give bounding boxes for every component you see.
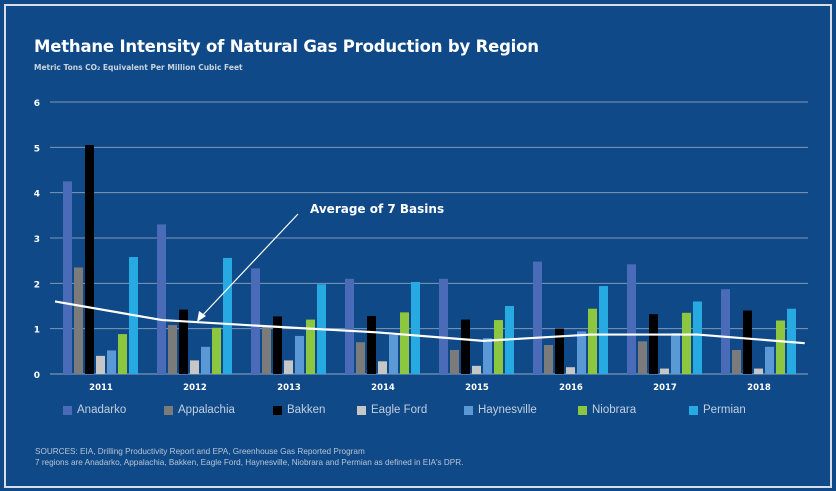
x-tick-label: 2017	[653, 383, 677, 393]
bar-permian	[223, 257, 232, 374]
y-tick-label: 3	[34, 235, 40, 245]
bar-anadarko	[721, 289, 730, 374]
bar-permian	[599, 286, 608, 374]
bar-eagle-ford	[754, 368, 763, 374]
bar-permian	[411, 281, 420, 374]
bar-haynesville	[107, 350, 116, 374]
y-tick-label: 2	[34, 280, 40, 290]
bar-haynesville	[295, 335, 304, 374]
legend-item: Appalachia	[164, 404, 235, 416]
legend-item: Permian	[689, 404, 746, 416]
bar-bakken	[179, 309, 188, 374]
bar-anadarko	[439, 278, 448, 374]
bar-niobrara	[400, 312, 409, 374]
bar-haynesville	[389, 335, 398, 374]
bar-eagle-ford	[660, 368, 669, 374]
chart-frame	[4, 4, 832, 488]
legend-item: Haynesville	[464, 404, 537, 416]
bar-bakken	[273, 316, 282, 374]
bar-appalachia	[74, 267, 83, 374]
arrow-head-icon	[197, 311, 206, 322]
bar-bakken	[555, 328, 564, 374]
bar-bakken	[649, 314, 658, 374]
bar-appalachia	[544, 344, 553, 374]
x-tick-label: 2016	[559, 383, 583, 393]
legend-label: Eagle Ford	[371, 404, 428, 416]
x-tick-label: 2013	[277, 383, 301, 393]
bar-anadarko	[157, 224, 166, 374]
bar-anadarko	[251, 268, 260, 374]
legend-item: Anadarko	[63, 404, 126, 416]
bar-eagle-ford	[284, 360, 293, 374]
bar-appalachia	[168, 325, 177, 374]
legend-swatch	[464, 405, 473, 415]
x-tick-label: 2015	[465, 383, 489, 393]
bar-niobrara	[776, 320, 785, 374]
x-tick-label: 2018	[747, 383, 771, 393]
legend-label: Appalachia	[178, 404, 235, 416]
legend-label: Haynesville	[478, 404, 537, 416]
bar-niobrara	[306, 319, 315, 374]
chart-title: Methane Intensity of Natural Gas Product…	[34, 37, 539, 56]
footnotes: SOURCES: EIA, Drilling Productivity Repo…	[35, 446, 463, 468]
legend-swatch	[164, 405, 173, 415]
legend-item: Niobrara	[578, 404, 636, 416]
bar-appalachia	[732, 349, 741, 374]
bar-appalachia	[262, 326, 271, 374]
y-tick-label: 4	[34, 190, 40, 200]
y-tick-label: 0	[34, 371, 40, 381]
bar-eagle-ford	[190, 360, 199, 374]
bar-appalachia	[638, 341, 647, 374]
bar-haynesville	[765, 346, 774, 374]
bar-appalachia	[450, 349, 459, 374]
bar-bakken	[461, 319, 470, 374]
legend-label: Bakken	[287, 404, 326, 416]
bar-permian	[693, 301, 702, 374]
average-line-label: Average of 7 Basins	[310, 202, 444, 216]
bar-anadarko	[63, 181, 72, 374]
legend-item: Eagle Ford	[357, 404, 427, 416]
y-tick-label: 6	[34, 99, 40, 109]
sources-note: SOURCES: EIA, Drilling Productivity Repo…	[35, 447, 365, 456]
bar-haynesville	[201, 346, 210, 374]
legend-swatch	[357, 405, 366, 415]
bar-bakken	[367, 315, 376, 374]
chart-subtitle: Metric Tons CO₂ Equivalent Per Million C…	[34, 63, 243, 72]
bar-anadarko	[627, 264, 636, 374]
bar-bakken	[85, 145, 94, 374]
x-tick-label: 2014	[371, 383, 395, 393]
legend-swatch	[273, 405, 282, 415]
bar-eagle-ford	[378, 361, 387, 374]
bar-niobrara	[682, 312, 691, 374]
y-tick-label: 5	[34, 144, 40, 154]
bar-appalachia	[356, 342, 365, 374]
legend-label: Anadarko	[77, 404, 127, 416]
bar-eagle-ford	[96, 355, 105, 374]
bar-haynesville	[671, 333, 680, 374]
bar-bakken	[743, 310, 752, 374]
x-tick-label: 2012	[183, 383, 207, 393]
bar-niobrara	[494, 320, 503, 374]
legend-label: Niobrara	[592, 404, 637, 416]
bar-niobrara	[588, 308, 597, 374]
bar-eagle-ford	[472, 365, 481, 374]
legend-swatch	[63, 405, 72, 415]
legend-swatch	[689, 405, 698, 415]
legend-swatch	[578, 405, 587, 415]
bar-niobrara	[118, 334, 127, 374]
bar-niobrara	[212, 327, 221, 374]
chart-plot: 0 1 2 3 4 5 6 2011 2012 2013 2014 2015 2016 2017 2018 A…	[34, 99, 808, 393]
bar-haynesville	[483, 338, 492, 374]
annotation-arrow	[199, 213, 299, 319]
bar-anadarko	[533, 261, 542, 374]
regions-note: 7 regions are Anadarko, Appalachia, Bakk…	[35, 458, 464, 467]
average-line	[54, 300, 805, 345]
x-tick-label: 2011	[89, 383, 113, 393]
bar-anadarko	[345, 278, 354, 374]
bar-haynesville	[577, 331, 586, 374]
legend-label: Permian	[703, 404, 746, 416]
y-tick-label: 1	[34, 326, 40, 336]
legend-item: Bakken	[273, 404, 325, 416]
bar-eagle-ford	[566, 367, 575, 374]
